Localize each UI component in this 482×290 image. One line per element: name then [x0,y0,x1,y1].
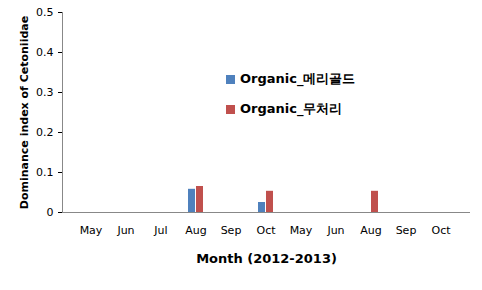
svg-text:Jun: Jun [116,224,134,237]
svg-text:Oct: Oct [256,224,276,237]
svg-text:0: 0 [47,206,54,219]
svg-text:Month (2012-2013): Month (2012-2013) [196,251,337,266]
svg-text:0.5: 0.5 [36,6,54,19]
svg-text:Dominance index of Cetoniidae: Dominance index of Cetoniidae [18,16,31,209]
svg-text:Aug: Aug [185,224,206,237]
svg-text:Sep: Sep [396,224,417,237]
svg-text:Oct: Oct [431,224,451,237]
svg-text:Aug: Aug [360,224,381,237]
svg-text:Jul: Jul [153,224,167,237]
svg-text:May: May [80,224,103,237]
svg-text:0.2: 0.2 [36,126,54,139]
svg-text:0.4: 0.4 [36,46,54,59]
svg-text:May: May [290,224,313,237]
svg-text:Sep: Sep [221,224,242,237]
html-text:Organic_무처리: Organic_무처리 [240,101,343,116]
svg-text:0.1: 0.1 [36,166,54,179]
html-text:Organic_메리골드: Organic_메리골드 [240,71,356,86]
svg-text:0.3: 0.3 [36,86,54,99]
svg-text:Jun: Jun [326,224,344,237]
